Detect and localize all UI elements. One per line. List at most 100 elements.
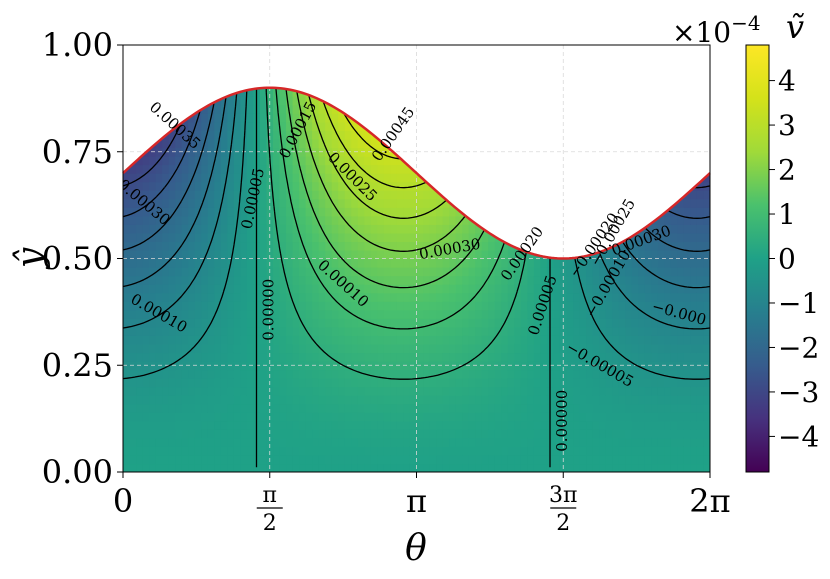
field-cell: [188, 420, 196, 430]
y-axis-label: ŷ: [10, 247, 51, 270]
field-cell: [533, 395, 542, 405]
field-cell: [403, 454, 411, 465]
field-cell: [481, 335, 489, 345]
field-cell: [383, 198, 392, 208]
field-cell: [195, 45, 202, 54]
field-cell: [423, 232, 431, 243]
field-cell: [631, 378, 639, 388]
field-cell: [416, 386, 424, 396]
field-cell: [534, 54, 541, 63]
field-cell: [638, 232, 646, 243]
field-cell: [194, 420, 202, 430]
field-cell: [683, 104, 692, 114]
field-cell: [155, 301, 163, 311]
field-cell: [286, 224, 294, 234]
field-cell: [527, 121, 535, 131]
field-cell: [259, 318, 268, 328]
field-cell: [586, 96, 594, 106]
field-cell: [123, 62, 130, 71]
field-cell: [429, 343, 437, 354]
field-cell: [514, 446, 522, 456]
field-cell: [123, 232, 131, 243]
field-cell: [481, 437, 489, 447]
field-cell: [331, 395, 339, 405]
field-cell: [475, 284, 483, 294]
field-cell: [416, 121, 424, 131]
field-cell: [696, 412, 705, 422]
field-cell: [657, 215, 665, 225]
field-cell: [462, 71, 469, 80]
field-cell: [188, 87, 196, 89]
field-cell: [318, 463, 326, 472]
field-cell: [214, 54, 221, 63]
field-cell: [259, 335, 268, 345]
field-cell: [305, 369, 313, 379]
field-cell: [325, 446, 333, 456]
field-cell: [194, 335, 202, 345]
field-cell: [155, 378, 163, 388]
field-cell: [462, 369, 470, 379]
field-cell: [305, 173, 313, 183]
field-cell: [593, 54, 600, 63]
field-cell: [488, 87, 496, 89]
field-cell: [331, 326, 339, 336]
field-cell: [162, 309, 170, 319]
field-cell: [188, 454, 196, 465]
field-cell: [488, 96, 496, 106]
field-cell: [553, 130, 561, 140]
field-cell: [246, 173, 255, 183]
field-cell: [501, 352, 509, 362]
field-cell: [631, 130, 639, 140]
field-cell: [508, 54, 515, 63]
field-cell: [175, 454, 183, 465]
field-cell: [240, 437, 248, 447]
field-cell: [599, 403, 607, 413]
field-cell: [162, 429, 170, 439]
field-cell: [396, 446, 405, 456]
field-cell: [553, 104, 561, 114]
field-cell: [149, 164, 157, 174]
field-cell: [188, 121, 196, 131]
field-cell: [494, 104, 502, 114]
field-cell: [632, 45, 639, 54]
field-cell: [344, 429, 352, 439]
field-cell: [618, 412, 626, 422]
field-cell: [475, 335, 483, 345]
field-cell: [442, 309, 450, 319]
field-cell: [625, 267, 633, 277]
field-cell: [514, 104, 522, 114]
field-cell: [325, 215, 333, 225]
field-cell: [292, 87, 300, 89]
field-cell: [279, 87, 287, 97]
field-cell: [677, 96, 685, 106]
field-cell: [370, 138, 378, 149]
field-cell: [566, 335, 574, 345]
field-cell: [488, 104, 496, 114]
field-cell: [462, 429, 470, 439]
field-cell: [533, 386, 542, 396]
field-cell: [201, 71, 208, 80]
field-cell: [429, 395, 437, 405]
field-cell: [488, 173, 496, 183]
field-cell: [599, 96, 607, 106]
field-cell: [631, 369, 639, 379]
field-cell: [592, 87, 600, 97]
field-cell: [207, 215, 215, 225]
field-cell: [423, 87, 431, 97]
field-cell: [599, 121, 607, 131]
field-cell: [292, 181, 300, 191]
field-cell: [318, 198, 326, 208]
field-cell: [370, 352, 378, 362]
field-cell: [396, 395, 405, 405]
field-cell: [508, 45, 515, 54]
field-cell: [514, 429, 522, 439]
field-cell: [449, 403, 457, 413]
field-cell: [670, 87, 678, 97]
field-cell: [670, 318, 678, 328]
field-cell: [142, 138, 150, 149]
field-cell: [149, 232, 157, 243]
field-cell: [436, 309, 444, 319]
field-cell: [573, 284, 581, 294]
field-cell: [351, 352, 359, 362]
